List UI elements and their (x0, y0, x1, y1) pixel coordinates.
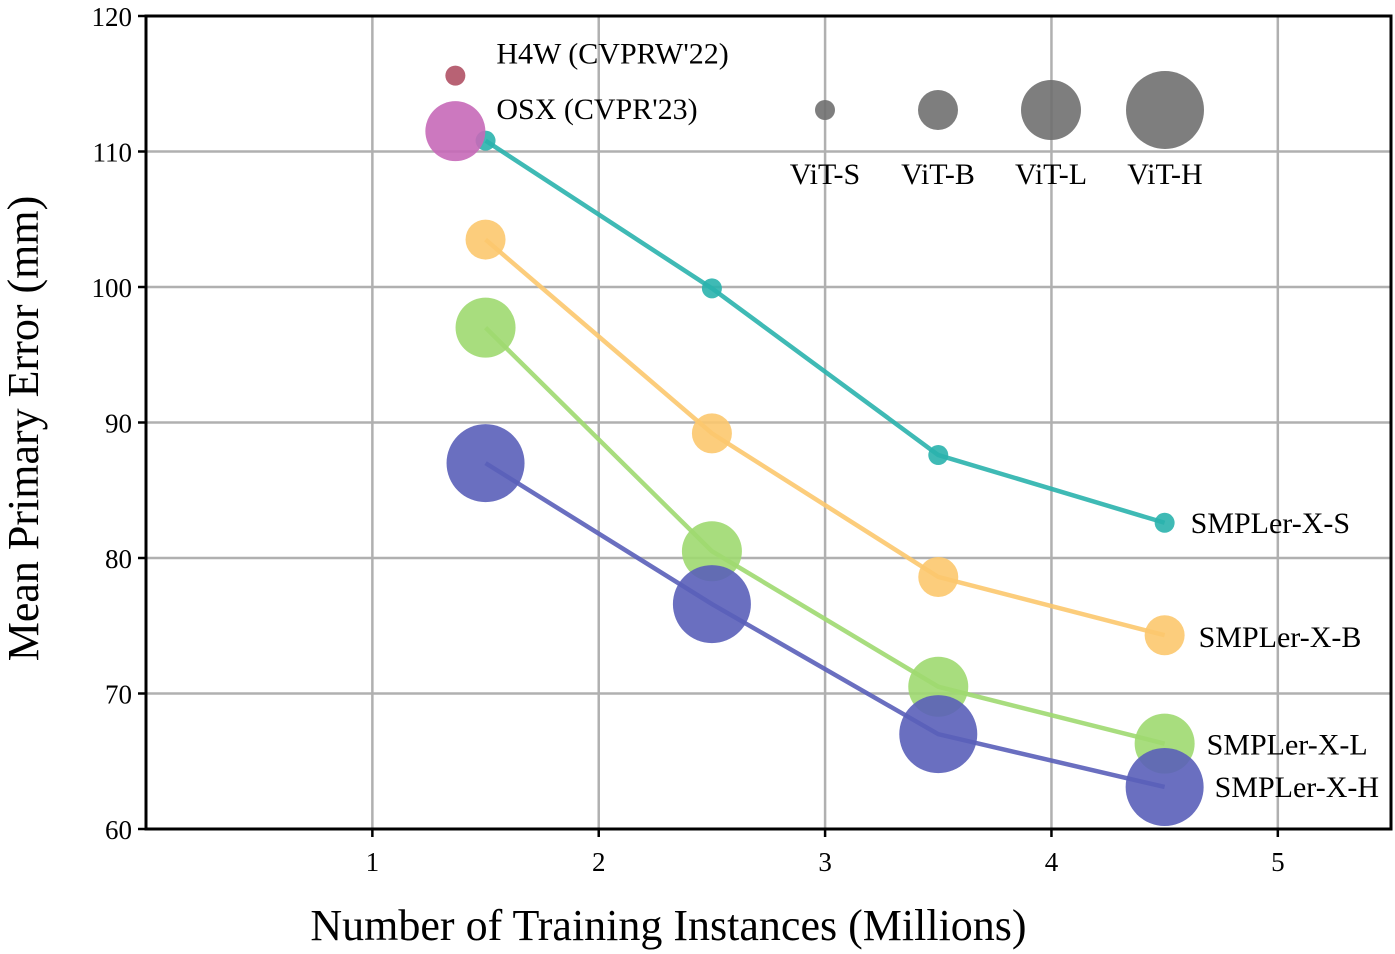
data-point (691, 413, 732, 454)
x-tick-label: 5 (1271, 847, 1285, 877)
data-point (465, 219, 506, 260)
series-SMPLer-X-H: SMPLer-X-H (446, 424, 1379, 826)
series-label: SMPLer-X-B (1199, 621, 1362, 654)
y-tick-label: 70 (105, 680, 132, 710)
size-legend-label: ViT-L (1015, 158, 1087, 191)
baseline-point (425, 101, 486, 162)
x-axis-title: Number of Training Instances (Millions) (310, 901, 1026, 950)
series-line (484, 461, 1166, 790)
x-tick-label: 3 (818, 847, 832, 877)
data-point (672, 565, 751, 644)
series-line (484, 138, 1166, 525)
x-tick-label: 1 (366, 847, 380, 877)
x-tick-label: 2 (592, 847, 606, 877)
grid (146, 14, 1391, 831)
data-point (1154, 512, 1175, 533)
baseline-layer: H4W (CVPRW'22) OSX (CVPR'23) (425, 38, 729, 162)
x-tick-label: 4 (1045, 847, 1059, 877)
data-point (701, 278, 722, 299)
series-line (483, 326, 1166, 746)
y-tick-label: 100 (92, 273, 133, 303)
size-legend-label: ViT-B (901, 158, 975, 191)
data-point (918, 556, 959, 597)
y-tick-label: 110 (93, 138, 133, 168)
y-tick-label: 120 (92, 2, 133, 32)
data-point (446, 424, 525, 503)
series-label: SMPLer-X-L (1207, 729, 1368, 762)
y-tick-label: 80 (105, 544, 132, 574)
data-point (1144, 615, 1185, 656)
data-point (928, 445, 949, 466)
size-legend: ViT-S ViT-B ViT-L ViT-H (790, 71, 1204, 191)
series-label: SMPLer-X-H (1215, 771, 1379, 804)
size-legend-marker (918, 90, 958, 130)
series-SMPLer-X-S: SMPLer-X-S (475, 130, 1350, 540)
size-legend-marker (1021, 80, 1081, 140)
baseline-label: H4W (CVPRW'22) (496, 38, 728, 71)
y-tick-label: 60 (105, 815, 132, 845)
size-legend-marker (815, 100, 835, 120)
size-legend-label: ViT-S (790, 158, 860, 191)
series-line (484, 237, 1166, 638)
data-point (1125, 747, 1204, 826)
size-legend-label: ViT-H (1127, 158, 1202, 191)
baseline-label: OSX (CVPR'23) (496, 93, 697, 126)
size-legend-marker (1126, 71, 1204, 149)
y-tick-label: 90 (105, 409, 132, 439)
series-SMPLer-X-B: SMPLer-X-B (465, 219, 1362, 656)
data-point (681, 521, 742, 582)
baseline-point (445, 65, 466, 86)
y-axis-title: Mean Primary Error (mm) (0, 196, 48, 662)
axes: 1 2 3 4 5 60 70 80 90 100 110 120 (92, 2, 1285, 877)
series-label: SMPLer-X-S (1191, 507, 1350, 540)
data-point (455, 297, 516, 358)
data-point (899, 695, 978, 774)
series-layer: SMPLer-X-S SMPLer-X-B SMPLer-X-L SMPLer-X-H (446, 130, 1379, 826)
